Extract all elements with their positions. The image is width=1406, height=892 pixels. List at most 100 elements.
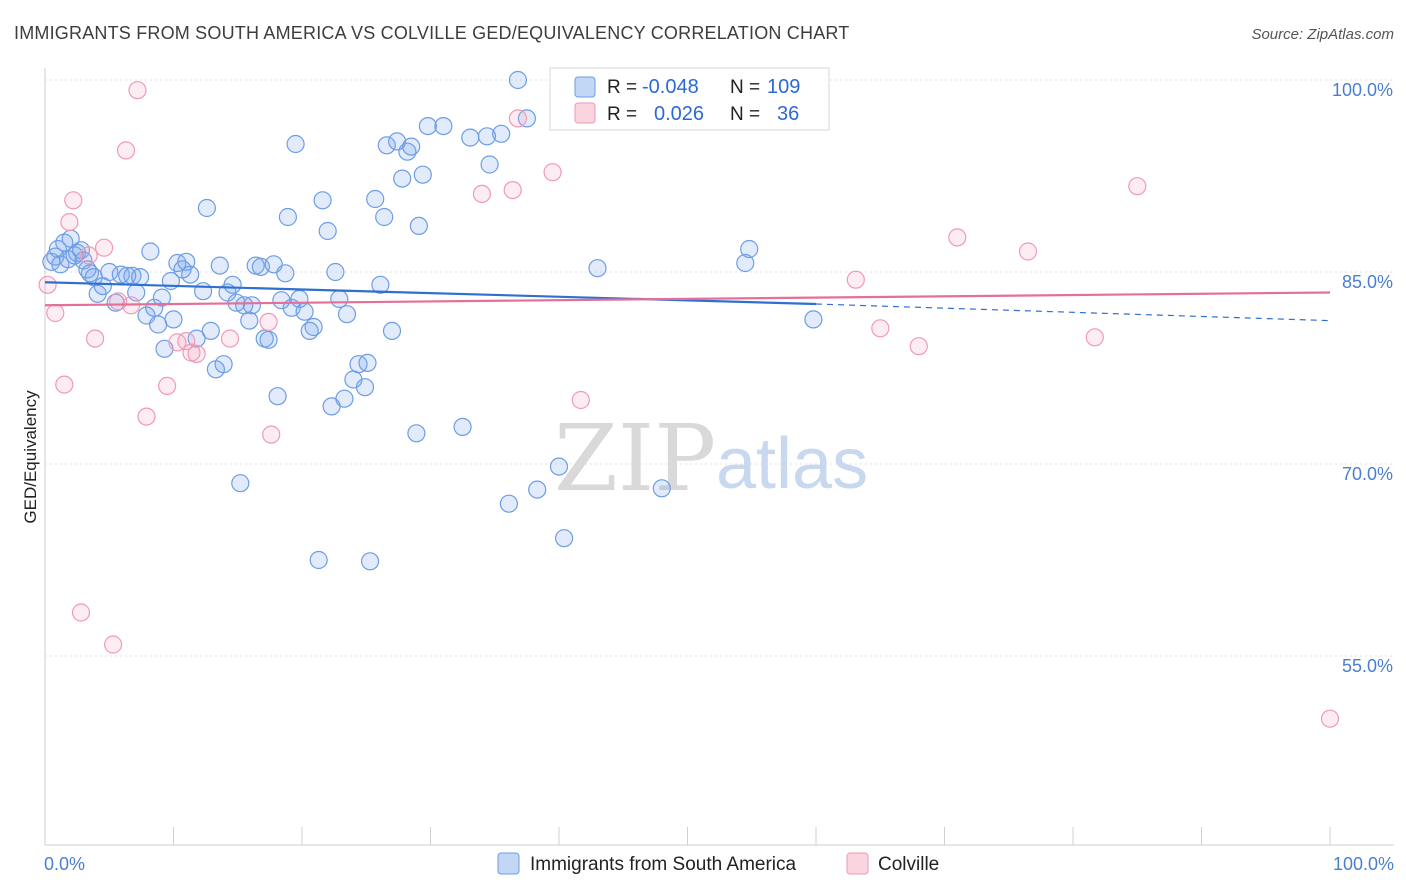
point-immigrants-80 bbox=[377, 136, 396, 155]
point-immigrants-86 bbox=[407, 424, 426, 443]
point-immigrants-22 bbox=[131, 268, 150, 287]
point-immigrants-37 bbox=[197, 198, 216, 218]
point-colville-6 bbox=[79, 246, 98, 265]
chart-title: IMMIGRANTS FROM SOUTH AMERICA VS COLVILL… bbox=[14, 23, 849, 43]
point-colville-25 bbox=[508, 109, 528, 128]
point-immigrants-69 bbox=[330, 289, 349, 308]
point-immigrants-16 bbox=[100, 262, 119, 282]
point-immigrants-59 bbox=[286, 134, 305, 154]
point-immigrants-24 bbox=[141, 242, 160, 261]
point-immigrants-83 bbox=[393, 169, 412, 188]
series-immigrants-points bbox=[42, 70, 823, 571]
point-colville-14 bbox=[137, 407, 156, 426]
trend-line-colville bbox=[44, 291, 1331, 307]
point-immigrants-105 bbox=[740, 239, 759, 259]
x-tick-label-max: 100.0% bbox=[1333, 854, 1394, 874]
point-immigrants-64 bbox=[309, 550, 328, 570]
y-tick-label-2: 85.0% bbox=[1342, 272, 1393, 292]
y-tick-label-3: 100.0% bbox=[1332, 80, 1393, 100]
point-colville-30 bbox=[846, 270, 865, 289]
point-colville-34 bbox=[1018, 242, 1038, 261]
watermark-zip: ZIP bbox=[554, 405, 716, 512]
trend-line-immigrants-extension bbox=[815, 303, 1331, 322]
point-colville-5 bbox=[71, 603, 91, 622]
trend-lines bbox=[44, 281, 1331, 322]
point-immigrants-97 bbox=[508, 70, 528, 90]
point-colville-31 bbox=[871, 319, 890, 338]
point-colville-11 bbox=[116, 141, 136, 160]
point-immigrants-87 bbox=[409, 216, 428, 235]
series-legend-swatch-pink bbox=[846, 852, 869, 875]
y-axis-label: GED/Equivalency bbox=[21, 390, 40, 524]
point-immigrants-63 bbox=[304, 317, 323, 337]
legend-n-value-1: 109 bbox=[767, 76, 800, 98]
point-colville-22 bbox=[262, 425, 281, 444]
point-immigrants-79 bbox=[375, 207, 394, 227]
y-tick-labels: 55.0% 70.0% 85.0% 100.0% bbox=[1332, 80, 1393, 676]
correlation-legend: R = -0.048 N = 109 R = 0.026 N = 36 bbox=[549, 67, 830, 131]
legend-swatch-blue bbox=[574, 76, 596, 98]
point-immigrants-75 bbox=[358, 353, 377, 372]
point-colville-0 bbox=[38, 275, 57, 294]
point-immigrants-55 bbox=[272, 291, 291, 310]
legend-r-value-1: -0.048 bbox=[642, 76, 699, 98]
point-immigrants-90 bbox=[434, 116, 453, 136]
legend-n-label-1: N = bbox=[730, 77, 760, 98]
legend-swatch-pink bbox=[574, 102, 596, 124]
point-immigrants-48 bbox=[242, 296, 261, 315]
series-legend: Immigrants from South America Colville bbox=[497, 852, 939, 875]
point-immigrants-93 bbox=[477, 127, 497, 146]
legend-r-label-1: R = bbox=[607, 77, 637, 98]
point-colville-4 bbox=[64, 191, 83, 210]
point-colville-27 bbox=[571, 390, 590, 410]
point-colville-9 bbox=[103, 635, 123, 654]
series-legend-label-colville: Colville bbox=[878, 854, 939, 875]
point-immigrants-71 bbox=[337, 305, 357, 324]
point-immigrants-100 bbox=[549, 457, 569, 476]
point-immigrants-104 bbox=[736, 253, 755, 273]
point-colville-2 bbox=[55, 375, 74, 394]
point-colville-33 bbox=[948, 228, 967, 247]
series-legend-swatch-blue bbox=[497, 852, 520, 875]
point-colville-13 bbox=[128, 81, 147, 100]
point-immigrants-103 bbox=[652, 479, 671, 498]
point-colville-36 bbox=[1128, 177, 1147, 196]
point-immigrants-99 bbox=[528, 480, 547, 499]
point-colville-21 bbox=[259, 312, 278, 331]
series-legend-label-immigrants: Immigrants from South America bbox=[530, 854, 797, 875]
chart-source: Source: ZipAtlas.com bbox=[1251, 26, 1394, 43]
point-immigrants-66 bbox=[318, 221, 337, 241]
legend-box bbox=[549, 67, 830, 131]
point-colville-37 bbox=[1320, 709, 1340, 728]
point-immigrants-78 bbox=[371, 275, 390, 294]
point-immigrants-43 bbox=[223, 275, 242, 294]
point-immigrants-81 bbox=[382, 321, 402, 340]
point-immigrants-40 bbox=[210, 256, 229, 275]
point-colville-23 bbox=[472, 184, 491, 203]
point-colville-26 bbox=[543, 163, 562, 182]
point-immigrants-89 bbox=[418, 116, 437, 136]
point-immigrants-88 bbox=[413, 165, 432, 184]
y-tick-label-0: 55.0% bbox=[1342, 656, 1393, 676]
point-colville-20 bbox=[220, 329, 240, 348]
point-colville-17 bbox=[177, 332, 196, 351]
point-colville-8 bbox=[94, 238, 114, 257]
point-immigrants-96 bbox=[499, 494, 518, 513]
point-immigrants-94 bbox=[480, 155, 499, 174]
point-immigrants-91 bbox=[453, 417, 472, 436]
point-immigrants-95 bbox=[492, 124, 511, 143]
y-tick-label-1: 70.0% bbox=[1342, 464, 1393, 484]
point-immigrants-36 bbox=[194, 282, 213, 301]
point-colville-35 bbox=[1085, 328, 1104, 347]
point-immigrants-47 bbox=[240, 311, 259, 330]
point-immigrants-102 bbox=[588, 259, 607, 278]
point-immigrants-85 bbox=[402, 137, 421, 156]
watermark-atlas: atlas bbox=[716, 424, 868, 504]
x-tick-marks bbox=[44, 827, 1331, 845]
gridlines bbox=[45, 79, 1394, 657]
point-immigrants-68 bbox=[326, 262, 345, 282]
point-immigrants-74 bbox=[355, 378, 375, 397]
legend-n-label-2: N = bbox=[730, 104, 760, 125]
series-colville-points bbox=[38, 70, 1340, 728]
point-colville-19 bbox=[187, 344, 206, 363]
